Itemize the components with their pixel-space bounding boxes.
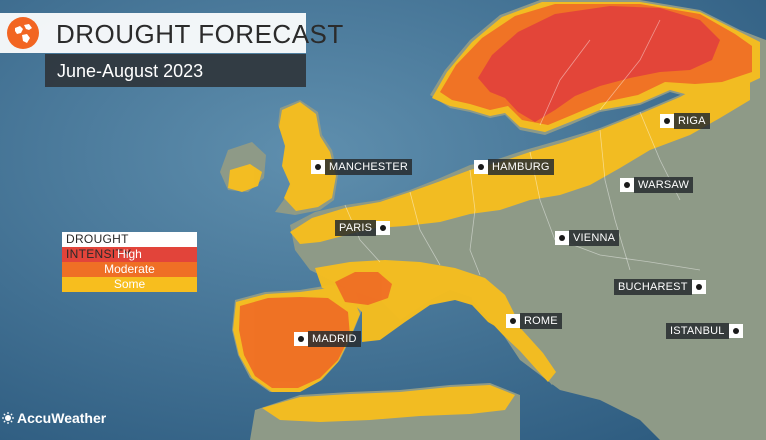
city-warsaw: WARSAW bbox=[620, 177, 694, 193]
legend-item-some: Some bbox=[62, 277, 197, 292]
globe-icon bbox=[7, 17, 39, 49]
city-label: MADRID bbox=[308, 331, 361, 347]
city-label: ROME bbox=[520, 313, 562, 329]
city-marker-icon bbox=[620, 178, 634, 192]
city-bucharest: BUCHAREST bbox=[614, 279, 706, 295]
city-marker-icon bbox=[691, 280, 706, 294]
city-marker-icon bbox=[311, 160, 325, 174]
city-marker-icon bbox=[506, 314, 520, 328]
map-title: DROUGHT FORECAST bbox=[56, 19, 344, 49]
city-marker-icon bbox=[294, 332, 308, 346]
city-label: ISTANBUL bbox=[666, 323, 729, 339]
city-marker-icon bbox=[728, 324, 743, 338]
legend-item-moderate: Moderate bbox=[62, 262, 197, 277]
map-subtitle: June-August 2023 bbox=[57, 61, 204, 81]
logo-text: AccuWeather bbox=[17, 410, 107, 426]
country-borders bbox=[344, 19, 701, 276]
drought-high bbox=[478, 6, 720, 122]
city-vienna: VIENNA bbox=[555, 230, 620, 246]
city-riga: RIGA bbox=[660, 113, 710, 129]
city-label: VIENNA bbox=[569, 230, 620, 246]
city-label: BUCHAREST bbox=[614, 279, 692, 295]
legend: DROUGHT INTENSITY High Moderate Some bbox=[62, 232, 197, 292]
city-marker-icon bbox=[555, 231, 569, 245]
city-paris: PARIS bbox=[335, 220, 391, 236]
city-marker-icon bbox=[660, 114, 674, 128]
city-label: MANCHESTER bbox=[325, 159, 413, 175]
city-label: HAMBURG bbox=[488, 159, 554, 175]
city-madrid: MADRID bbox=[294, 331, 361, 347]
city-rome: ROME bbox=[506, 313, 562, 329]
accuweather-logo: AccuWeather bbox=[2, 410, 106, 426]
city-label: PARIS bbox=[335, 220, 377, 236]
city-manchester: MANCHESTER bbox=[311, 159, 413, 175]
city-hamburg: HAMBURG bbox=[474, 159, 554, 175]
city-label: RIGA bbox=[674, 113, 710, 129]
legend-title: DROUGHT INTENSITY bbox=[62, 232, 197, 261]
city-istanbul: ISTANBUL bbox=[666, 323, 743, 339]
sun-icon bbox=[2, 412, 14, 424]
city-marker-icon bbox=[474, 160, 488, 174]
title-box: DROUGHT FORECAST bbox=[0, 13, 343, 53]
legend-item-high: High bbox=[62, 247, 197, 262]
city-marker-icon bbox=[376, 221, 391, 235]
city-label: WARSAW bbox=[634, 177, 694, 193]
subtitle-box: June-August 2023 bbox=[45, 54, 306, 87]
